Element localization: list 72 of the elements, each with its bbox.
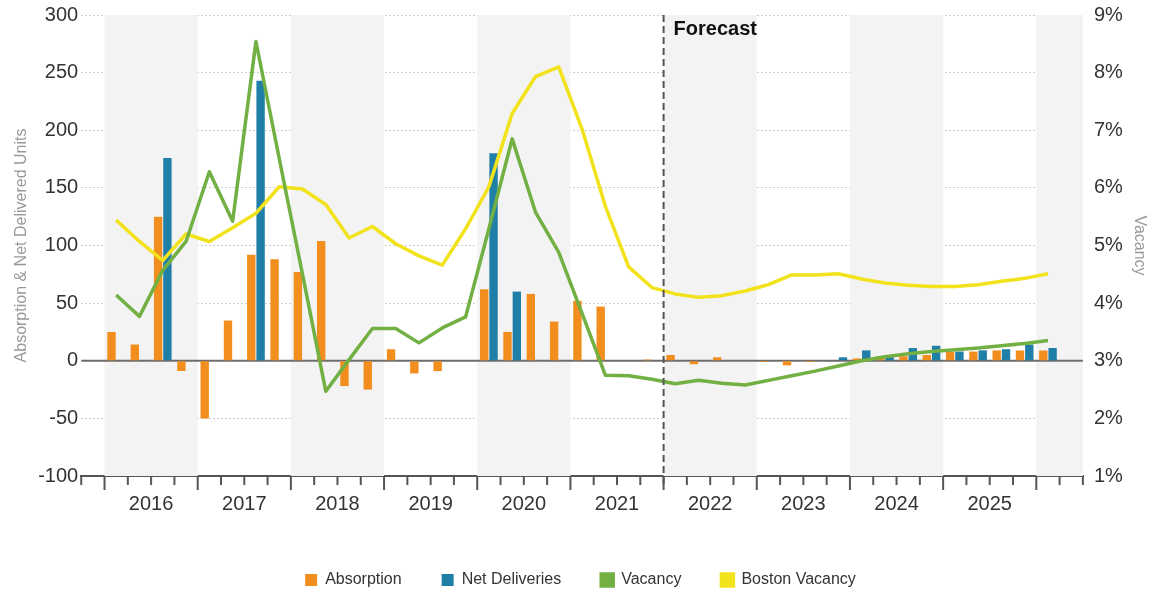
- bar: [922, 354, 932, 361]
- y2-tick-label: 9%: [1093, 2, 1124, 25]
- y2-tick-label: 5%: [1093, 233, 1124, 256]
- bar: [316, 240, 326, 361]
- legend-label: Boston Vacancy: [741, 570, 856, 588]
- x-tick-label: 2018: [315, 491, 360, 514]
- bar: [386, 349, 396, 361]
- bar: [163, 157, 172, 361]
- bar: [969, 351, 978, 361]
- ref-line-label: Forecast: [673, 16, 758, 39]
- bar: [782, 361, 792, 366]
- y-tick-label: 100: [44, 233, 79, 256]
- x-tick-label: 2019: [408, 491, 453, 514]
- x-tick-label: 2016: [128, 491, 174, 514]
- bar: [573, 300, 582, 361]
- bar: [247, 254, 256, 361]
- y2-tick-label: 6%: [1093, 175, 1124, 198]
- y2-tick-label: 7%: [1093, 117, 1124, 140]
- y-tick-label: -50: [49, 405, 79, 428]
- x-tick-label: 2023: [781, 491, 826, 514]
- bar: [503, 331, 512, 361]
- bar: [1015, 350, 1025, 361]
- bar: [549, 321, 559, 361]
- x-tick-label: 2021: [594, 491, 640, 514]
- bar: [270, 259, 279, 361]
- legend-label: Net Deliveries: [461, 570, 562, 588]
- y-tick-label: 0: [67, 348, 79, 371]
- bar: [712, 357, 722, 361]
- x-tick-label: 2022: [687, 491, 733, 514]
- bar: [689, 361, 699, 365]
- bar: [223, 320, 233, 361]
- bar: [410, 361, 419, 374]
- x-tick-label: 2017: [222, 491, 267, 514]
- bar: [526, 293, 536, 361]
- x-tick-label: 2024: [874, 491, 919, 514]
- bar: [899, 356, 908, 361]
- bar: [992, 350, 1001, 361]
- bar: [978, 350, 987, 361]
- y2-tick-label: 4%: [1093, 290, 1124, 313]
- x-tick-label: 2025: [967, 491, 1012, 514]
- y2-tick-label: 3%: [1093, 348, 1124, 371]
- y-axis-title: Absorption & Net Delivered Units: [12, 128, 30, 363]
- bar: [130, 344, 139, 361]
- bar: [177, 361, 186, 372]
- bar: [955, 351, 964, 361]
- y-tick-label: 300: [44, 2, 79, 25]
- bar: [256, 80, 265, 361]
- bar: [1025, 344, 1034, 361]
- bar: [433, 361, 442, 372]
- bar: [838, 357, 848, 361]
- bar: [1001, 349, 1011, 361]
- bar: [200, 361, 209, 419]
- y2-tick-label: 8%: [1093, 60, 1124, 83]
- bar: [480, 289, 489, 361]
- bar: [512, 291, 522, 361]
- legend-label: Vacancy: [621, 570, 682, 588]
- bar: [363, 361, 372, 390]
- bar: [666, 354, 675, 361]
- legend-label: Absorption: [325, 570, 402, 588]
- y-tick-label: -100: [38, 463, 79, 486]
- bar: [107, 331, 116, 361]
- y2-tick-label: 2%: [1093, 405, 1124, 428]
- y-tick-label: 250: [44, 60, 79, 83]
- y-tick-label: 150: [44, 175, 79, 198]
- y2-axis-title: Vacancy: [1131, 215, 1149, 276]
- y-tick-label: 50: [55, 290, 79, 313]
- y2-tick-label: 1%: [1093, 463, 1124, 486]
- bar: [1039, 350, 1048, 361]
- y-tick-label: 200: [44, 117, 79, 140]
- bar: [1048, 348, 1057, 361]
- x-tick-label: 2020: [501, 491, 547, 514]
- bar: [293, 272, 303, 361]
